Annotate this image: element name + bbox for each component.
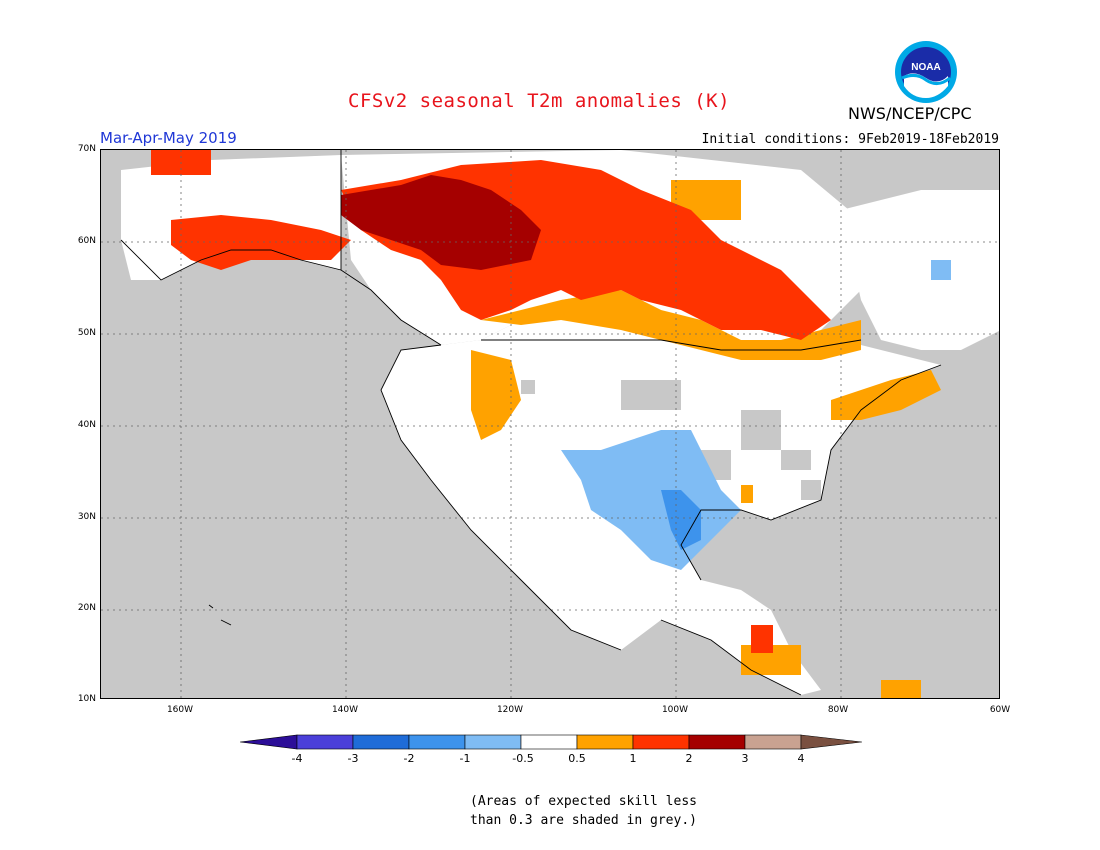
colorbar-segment — [576, 734, 634, 750]
lon-label-160w: 160W — [166, 705, 194, 715]
colorbar-label: -2 — [403, 752, 415, 765]
noaa-logo-text: NOAA — [911, 62, 940, 73]
colorbar-segment — [352, 734, 410, 750]
skill-note-line1: (Areas of expected skill less — [470, 794, 697, 809]
lat-label-50n: 50N — [77, 328, 96, 338]
cool-anomaly-areas — [561, 260, 951, 570]
organization-label: NWS/NCEP/CPC — [848, 104, 972, 123]
map-canvas — [101, 150, 999, 698]
graticule — [101, 150, 999, 698]
colorbar-segment — [296, 734, 354, 750]
lon-label-100w: 100W — [661, 705, 689, 715]
colorbar-segment — [408, 734, 466, 750]
lon-label-80w: 80W — [827, 705, 849, 715]
colorbar-label: 2 — [685, 752, 693, 765]
noaa-logo: NOAA — [895, 41, 957, 103]
colorbar-segment — [240, 734, 298, 750]
lon-label-140w: 140W — [331, 705, 359, 715]
colorbar-label: 4 — [797, 752, 805, 765]
lon-label-120w: 120W — [496, 705, 524, 715]
colorbar-label: 1 — [629, 752, 637, 765]
chart-title: CFSv2 seasonal T2m anomalies (K) — [348, 90, 731, 112]
colorbar-label: 0.5 — [568, 752, 586, 765]
colorbar-label: -1 — [459, 752, 471, 765]
lat-label-40n: 40N — [77, 420, 96, 430]
warm-anomaly-areas — [151, 150, 941, 698]
anomaly-map — [100, 149, 1000, 699]
colorbar-label: -4 — [291, 752, 303, 765]
colorbar-segment — [800, 734, 862, 750]
colorbar-segment — [688, 734, 746, 750]
colorbar-label: 3 — [741, 752, 749, 765]
season-label: Mar-Apr-May 2019 — [100, 129, 237, 147]
low-skill-areas — [521, 380, 821, 500]
lat-label-20n: 20N — [77, 603, 96, 613]
skill-note-line2: than 0.3 are shaded in grey.) — [470, 813, 697, 828]
lat-label-60n: 60N — [77, 236, 96, 246]
lat-label-10n: 10N — [77, 694, 96, 704]
colorbar-segment — [744, 734, 802, 750]
initial-conditions-label: Initial conditions: 9Feb2019-18Feb2019 — [701, 132, 999, 147]
colorbar — [240, 734, 862, 750]
lat-label-30n: 30N — [77, 512, 96, 522]
colorbar-segment — [464, 734, 522, 750]
lat-label-70n: 70N — [77, 144, 96, 154]
coastlines — [120, 150, 942, 696]
colorbar-label: -3 — [347, 752, 359, 765]
colorbar-segment — [520, 734, 578, 750]
colorbar-label: -0.5 — [512, 752, 534, 765]
lon-label-60w: 60W — [989, 705, 1011, 715]
skill-note: (Areas of expected skill less than 0.3 a… — [470, 792, 697, 830]
colorbar-segment — [632, 734, 690, 750]
